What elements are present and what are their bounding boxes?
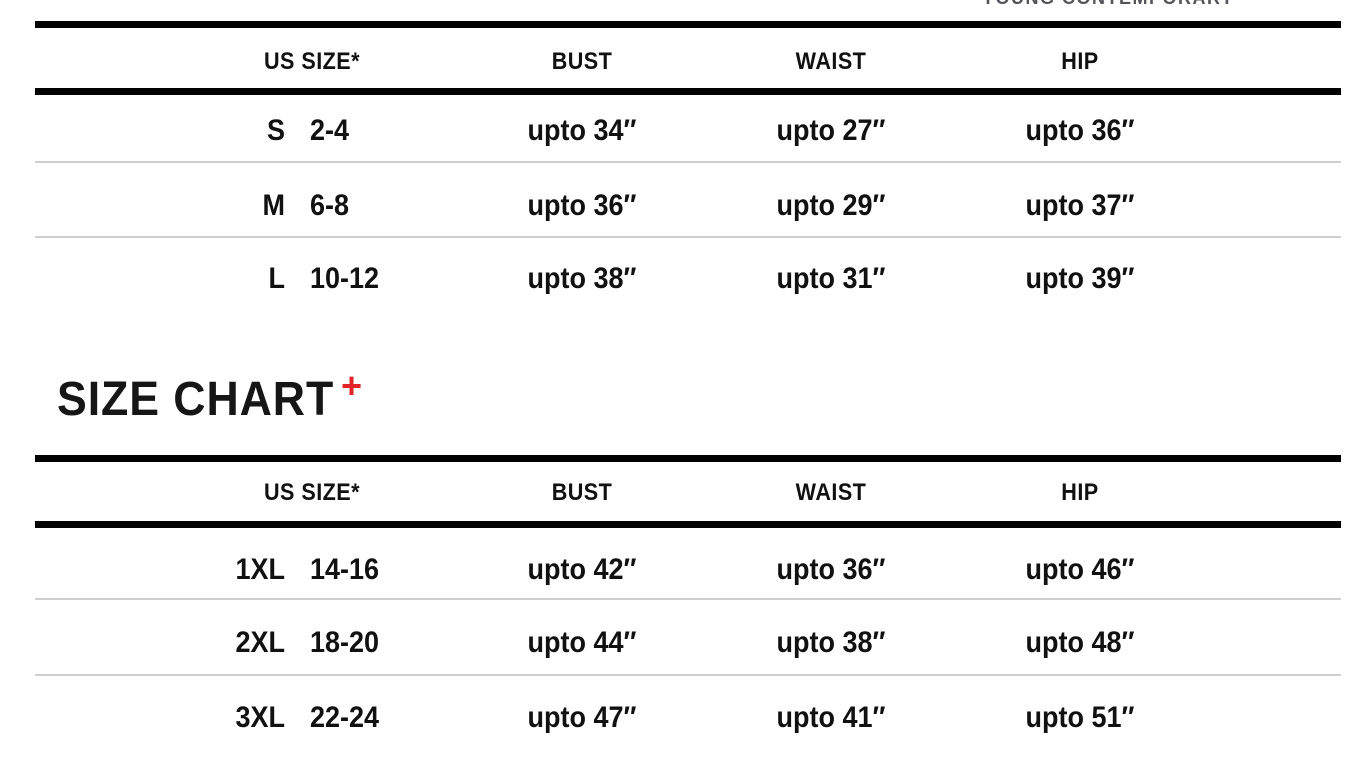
size-label: L (268, 262, 285, 295)
table1-top-rule (35, 21, 1341, 28)
table2-header-waist: WAIST (795, 479, 867, 506)
table1-header-bust: BUST (551, 48, 613, 75)
hip-value: upto 48″ (1025, 626, 1135, 659)
size-range: 6-8 (310, 189, 350, 222)
size-range: 2-4 (310, 114, 350, 147)
hip-value: upto 46″ (1025, 553, 1135, 586)
waist-value: upto 27″ (776, 114, 886, 147)
bust-value: upto 38″ (527, 262, 637, 295)
hip-value: upto 37″ (1025, 189, 1135, 222)
size-range: 14-16 (310, 553, 380, 586)
size-label: 2XL (235, 626, 285, 659)
size-range: 22-24 (310, 701, 380, 734)
hip-value: upto 36″ (1025, 114, 1135, 147)
waist-value: upto 36″ (776, 553, 886, 586)
size-label: 3XL (235, 701, 285, 734)
size-label: S (266, 114, 285, 147)
size-range: 10-12 (310, 262, 380, 295)
row-divider (35, 598, 1341, 600)
table2-header-bust: BUST (551, 479, 613, 506)
bust-value: upto 47″ (527, 701, 637, 734)
table1-header-size: US SIZE* (263, 48, 361, 75)
table-row: 1XL 14-16 upto 42″ upto 36″ upto 46″ (35, 550, 1341, 590)
waist-value: upto 41″ (776, 701, 886, 734)
size-label: 1XL (235, 553, 285, 586)
brand-tagline: YOUNG CONTEMPORARY (982, 0, 1234, 7)
plus-icon: + (341, 365, 363, 406)
waist-value: upto 29″ (776, 189, 886, 222)
size-label: M (262, 189, 286, 222)
hip-value: upto 51″ (1025, 701, 1135, 734)
waist-value: upto 38″ (776, 626, 886, 659)
table1-header-rule (35, 88, 1341, 95)
table2-header-hip: HIP (1061, 479, 1099, 506)
table-row: S 2-4 upto 34″ upto 27″ upto 36″ (35, 111, 1341, 151)
table2-top-rule (35, 455, 1341, 462)
waist-value: upto 31″ (776, 262, 886, 295)
size-range: 18-20 (310, 626, 380, 659)
table2-header-row: US SIZE* BUST WAIST HIP (35, 473, 1341, 513)
table1-header-waist: WAIST (795, 48, 867, 75)
bust-value: upto 34″ (527, 114, 637, 147)
table-row: 2XL 18-20 upto 44″ upto 38″ upto 48″ (35, 623, 1341, 663)
table2-header-rule (35, 521, 1341, 528)
bust-value: upto 44″ (527, 626, 637, 659)
bust-value: upto 42″ (527, 553, 637, 586)
table-row: 3XL 22-24 upto 47″ upto 41″ upto 51″ (35, 698, 1341, 738)
row-divider (35, 236, 1341, 238)
table1-header-hip: HIP (1061, 48, 1099, 75)
table2-header-size: US SIZE* (263, 479, 361, 506)
table1-header-row: US SIZE* BUST WAIST HIP (35, 42, 1341, 82)
hip-value: upto 39″ (1025, 262, 1135, 295)
heading-title: SIZE CHART (57, 373, 335, 426)
row-divider (35, 161, 1341, 163)
row-divider (35, 674, 1341, 676)
size-chart-plus-heading: SIZE CHART + (57, 368, 362, 426)
bust-value: upto 36″ (527, 189, 637, 222)
table-row: L 10-12 upto 38″ upto 31″ upto 39″ (35, 259, 1341, 299)
table-row: M 6-8 upto 36″ upto 29″ upto 37″ (35, 186, 1341, 226)
